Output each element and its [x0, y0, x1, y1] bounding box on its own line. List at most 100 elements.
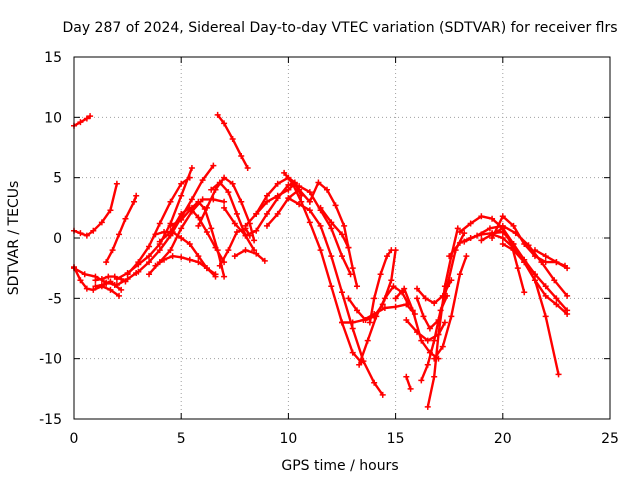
- data-point-marker: [345, 244, 352, 251]
- data-point-marker: [339, 253, 345, 260]
- y-axis-label: SDTVAR / TECUs: [6, 181, 22, 296]
- data-point-marker: [161, 228, 168, 235]
- data-point-marker: [424, 361, 431, 368]
- data-point-marker: [414, 329, 421, 336]
- x-tick-label: 5: [177, 431, 186, 447]
- data-point-marker: [431, 355, 438, 362]
- data-point-marker: [214, 247, 221, 254]
- data-point-marker: [424, 403, 431, 410]
- x-tick-label: 10: [279, 431, 297, 447]
- data-point-marker: [167, 228, 174, 235]
- data-point-marker: [188, 165, 195, 172]
- data-point-marker: [186, 256, 193, 263]
- data-point-marker: [113, 276, 120, 283]
- data-point-marker: [553, 295, 560, 302]
- data-point-marker: [551, 277, 558, 284]
- data-point-marker: [216, 262, 223, 269]
- data-point-marker: [186, 241, 193, 248]
- data-point-marker: [178, 180, 185, 187]
- data-point-marker: [456, 271, 463, 278]
- data-point-marker: [407, 385, 414, 392]
- data-point-marker: [109, 247, 116, 254]
- data-point-marker: [542, 292, 549, 299]
- data-point-marker: [103, 259, 110, 266]
- data-point-marker: [167, 198, 174, 205]
- data-point-marker: [489, 215, 496, 222]
- data-point-marker: [542, 313, 549, 320]
- data-point-marker: [349, 265, 356, 272]
- data-point-marker: [253, 227, 260, 234]
- data-point-marker: [431, 373, 438, 380]
- series-track-23: [255, 176, 303, 216]
- data-point-marker: [403, 317, 410, 324]
- data-point-marker: [414, 295, 421, 302]
- series-track-20: [222, 183, 299, 237]
- data-point-marker: [424, 337, 431, 344]
- data-point-marker: [203, 265, 210, 272]
- data-point-marker: [135, 268, 142, 275]
- data-point-marker: [384, 253, 391, 260]
- y-tick-label: -10: [39, 352, 62, 368]
- data-point-marker: [253, 250, 260, 257]
- data-point-marker: [289, 180, 296, 187]
- data-point-marker: [446, 253, 453, 260]
- data-point-marker: [146, 259, 153, 266]
- data-point-marker: [161, 256, 168, 263]
- data-point-marker: [486, 225, 493, 232]
- y-tick-label: 0: [53, 231, 62, 247]
- data-point-marker: [118, 286, 125, 293]
- data-point-marker: [371, 295, 378, 302]
- data-point-marker: [83, 115, 90, 122]
- data-point-marker: [426, 325, 433, 332]
- data-point-marker: [306, 198, 313, 205]
- data-point-marker: [107, 207, 114, 214]
- data-point-marker: [542, 283, 549, 290]
- data-point-marker: [441, 319, 448, 326]
- data-point-marker: [439, 343, 446, 350]
- data-point-marker: [242, 247, 249, 254]
- data-point-marker: [178, 254, 185, 261]
- data-point-marker: [514, 265, 521, 272]
- data-point-marker: [521, 289, 528, 296]
- data-point-marker: [90, 227, 97, 234]
- x-tick-label: 25: [601, 431, 619, 447]
- data-point-marker: [98, 276, 105, 283]
- data-point-marker: [401, 285, 408, 292]
- data-point-marker: [188, 204, 195, 211]
- data-point-marker: [317, 247, 324, 254]
- data-point-marker: [81, 271, 88, 278]
- data-point-marker: [448, 277, 455, 284]
- data-point-marker: [403, 373, 410, 380]
- data-point-marker: [435, 317, 442, 324]
- data-point-marker: [111, 282, 118, 289]
- data-point-marker: [379, 391, 386, 398]
- data-point-marker: [238, 198, 245, 205]
- data-point-marker: [328, 219, 335, 226]
- series-track-27: [297, 184, 352, 276]
- data-point-marker: [135, 259, 142, 266]
- data-point-marker: [221, 174, 228, 181]
- data-point-marker: [203, 228, 210, 235]
- data-point-marker: [347, 271, 354, 278]
- data-point-marker: [274, 210, 281, 217]
- data-point-marker: [122, 278, 129, 285]
- data-point-marker: [229, 136, 236, 143]
- data-point-marker: [354, 283, 361, 290]
- data-point-marker: [328, 225, 335, 232]
- data-point-marker: [146, 271, 153, 278]
- data-point-marker: [188, 196, 195, 203]
- data-point-marker: [221, 198, 228, 205]
- data-point-marker: [156, 247, 163, 254]
- data-point-marker: [251, 237, 258, 244]
- series-track-19: [210, 181, 256, 252]
- grid-layer: [74, 57, 610, 419]
- data-point-marker: [489, 231, 496, 238]
- data-point-marker: [146, 253, 153, 260]
- data-point-marker: [366, 319, 373, 326]
- data-point-marker: [463, 253, 470, 260]
- data-point-marker: [77, 119, 84, 126]
- series-track-49: [533, 248, 569, 270]
- data-point-marker: [231, 253, 238, 260]
- data-point-marker: [499, 241, 506, 248]
- data-point-marker: [542, 253, 549, 260]
